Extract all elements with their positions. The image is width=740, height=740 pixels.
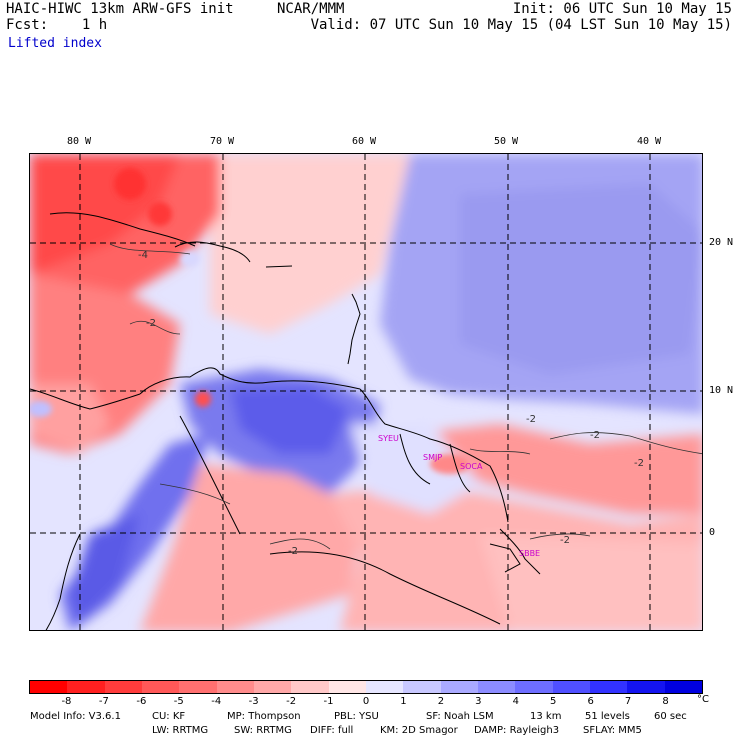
colorbar-swatch <box>515 681 553 693</box>
colorbar-tick-label: -5 <box>173 696 184 707</box>
colorbar-tick-label: -7 <box>98 696 109 707</box>
colorbar-tick-label: 2 <box>437 696 445 707</box>
colorbar-swatch <box>291 681 329 693</box>
lifted-index-map: -4 -2 -2 -2 -2 -2 -2 SYEU SMJP SOCA SBBE <box>29 153 703 631</box>
contour-label: -2 <box>288 546 298 557</box>
colorbar-swatch <box>627 681 665 693</box>
center-name: NCAR/MMM <box>277 1 345 17</box>
model-title: HAIC-HIWC 13km ARW-GFS init <box>6 1 234 17</box>
colorbar <box>29 680 703 694</box>
colorbar-swatch <box>365 681 404 693</box>
coastlines <box>30 212 541 630</box>
colorbar-tick-label: 1 <box>400 696 407 707</box>
contour-label: -2 <box>526 414 536 425</box>
colorbar-tick-label: -1 <box>323 696 334 707</box>
lon-label-70w: 70 W <box>210 136 235 147</box>
footer-pbl: PBL: YSU <box>334 711 379 722</box>
field-name: Lifted index <box>8 36 102 51</box>
colorbar-swatch <box>67 681 105 693</box>
colorbar-tick-label: -6 <box>136 696 147 707</box>
lat-label-20n: 20 N <box>709 237 734 248</box>
colorbar-tick-label: 8 <box>662 696 669 707</box>
init-time: Init: 06 UTC Sun 10 May 15 <box>512 1 732 17</box>
colorbar-swatch <box>552 681 590 693</box>
colorbar-swatch <box>216 681 254 693</box>
lon-label-50w: 50 W <box>494 136 519 147</box>
colorbar-swatch <box>440 681 478 693</box>
footer-cu: CU: KF <box>152 711 186 722</box>
footer-levels: 51 levels <box>585 711 630 722</box>
graticule <box>30 154 702 630</box>
colorbar-tick-label: 5 <box>550 696 557 707</box>
footer-timestep: 60 sec <box>654 711 687 722</box>
footer-sf: SF: Noah LSM <box>426 711 494 722</box>
stations: SYEU SMJP SOCA SBBE <box>378 434 540 558</box>
footer-km: KM: 2D Smagor <box>380 725 458 736</box>
footer-diff: DIFF: full <box>310 725 354 736</box>
colorbar-swatch <box>179 681 217 693</box>
lat-label-10n: 10 N <box>709 385 734 396</box>
colorbar-tick-label: 7 <box>624 696 632 707</box>
colorbar-swatch <box>589 681 628 693</box>
lat-label-0: 0 <box>709 527 716 538</box>
colorbar-swatch <box>328 681 366 693</box>
field-shading <box>30 154 702 630</box>
lon-label-60w: 60 W <box>352 136 377 147</box>
colorbar-tick-label: 3 <box>475 696 482 707</box>
footer-sflay: SFLAY: MM5 <box>583 725 642 736</box>
colorbar-tick-label: -3 <box>248 696 259 707</box>
colorbar-swatch <box>253 681 292 693</box>
contour-label: -4 <box>138 250 148 261</box>
footer-model-info: Model Info: V3.6.1 <box>30 711 121 722</box>
field-detail <box>30 168 470 474</box>
colorbar-swatch <box>104 681 142 693</box>
colorbar-tick-label: 0 <box>362 696 370 707</box>
colorbar-swatch <box>477 681 516 693</box>
map-canvas: -4 -2 -2 -2 -2 -2 -2 SYEU SMJP SOCA SBBE <box>30 154 702 630</box>
station-label: SBBE <box>519 549 540 558</box>
footer-grid: 13 km <box>530 711 562 722</box>
footer-damp: DAMP: Rayleigh3 <box>474 725 560 736</box>
colorbar-tick-label: -2 <box>286 696 297 707</box>
station-label: SMJP <box>423 453 442 462</box>
contour-label: -2 <box>146 318 156 329</box>
contour-labels: -4 -2 -2 -2 -2 -2 -2 <box>138 250 644 557</box>
colorbar-swatch <box>664 681 702 693</box>
colorbar-unit: °C <box>697 694 709 705</box>
contour-label: -2 <box>560 535 570 546</box>
station-label: SYEU <box>378 434 399 443</box>
colorbar-tick-label: 4 <box>512 696 519 707</box>
lon-label-40w: 40 W <box>637 136 662 147</box>
colorbar-swatch <box>141 681 180 693</box>
footer-mp: MP: Thompson <box>227 711 301 722</box>
footer-lw: LW: RRTMG <box>152 725 209 736</box>
forecast-hour: Fcst: 1 h <box>6 17 108 33</box>
colorbar-tick-label: -8 <box>61 696 72 707</box>
station-label: SOCA <box>460 462 483 471</box>
colorbar-tick-label: 6 <box>587 696 594 707</box>
contour-label: -2 <box>634 458 644 469</box>
colorbar-tick-label: -4 <box>211 696 222 707</box>
footer-sw: SW: RRTMG <box>234 725 292 736</box>
colorbar-swatch <box>30 681 68 693</box>
lon-label-80w: 80 W <box>67 136 92 147</box>
valid-time: Valid: 07 UTC Sun 10 May 15 (04 LST Sun … <box>310 17 732 33</box>
colorbar-swatch <box>403 681 441 693</box>
contours <box>109 243 702 550</box>
contour-label: -2 <box>590 430 600 441</box>
